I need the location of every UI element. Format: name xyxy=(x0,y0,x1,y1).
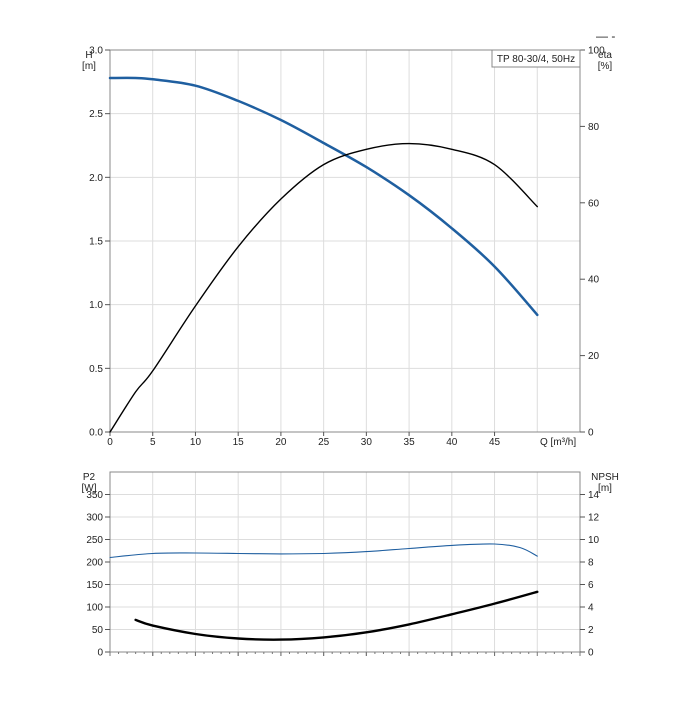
y-left-tick-label: 2.0 xyxy=(89,173,103,184)
x-tick-label: 45 xyxy=(489,437,501,448)
y-right-axis-label: NPSH xyxy=(591,472,619,483)
y-right-tick-label: 12 xyxy=(588,513,600,524)
x-tick-label: 15 xyxy=(233,437,245,448)
y-left-tick-label: 0.5 xyxy=(89,364,103,375)
x-tick-label: 25 xyxy=(318,437,330,448)
x-axis-label: Q [m³/h] xyxy=(540,437,576,448)
y-right-tick-label: 2 xyxy=(588,625,594,636)
x-tick-label: 30 xyxy=(361,437,373,448)
legend-mark: — - xyxy=(596,29,615,43)
y-left-axis-unit: [m] xyxy=(82,61,96,72)
y-left-tick-label: 0 xyxy=(97,648,103,659)
y-left-tick-label: 250 xyxy=(86,535,103,546)
y-left-axis-label: P2 xyxy=(83,472,96,483)
x-tick-label: 0 xyxy=(107,437,113,448)
y-right-tick-label: 80 xyxy=(588,122,600,133)
y-left-axis-unit: [W] xyxy=(82,483,97,494)
y-right-tick-label: 10 xyxy=(588,535,600,546)
x-tick-label: 20 xyxy=(275,437,287,448)
y-left-tick-label: 50 xyxy=(92,625,104,636)
y-right-tick-label: 8 xyxy=(588,558,594,569)
y-right-tick-label: 6 xyxy=(588,580,594,591)
y-right-axis-label: eta xyxy=(598,50,612,61)
x-tick-label: 35 xyxy=(404,437,416,448)
y-right-tick-label: 40 xyxy=(588,275,600,286)
y-right-tick-label: 20 xyxy=(588,351,600,362)
x-tick-label: 10 xyxy=(190,437,202,448)
y-left-tick-label: 300 xyxy=(86,513,103,524)
y-right-tick-label: 60 xyxy=(588,198,600,209)
y-left-tick-label: 200 xyxy=(86,558,103,569)
x-tick-label: 40 xyxy=(446,437,458,448)
y-left-tick-label: 2.5 xyxy=(89,109,103,120)
y-right-tick-label: 0 xyxy=(588,428,594,439)
y-left-tick-label: 150 xyxy=(86,580,103,591)
y-right-tick-label: 0 xyxy=(588,648,594,659)
x-tick-label: 5 xyxy=(150,437,156,448)
chart-title: TP 80-30/4, 50Hz xyxy=(497,54,575,65)
y-right-axis-unit: [m] xyxy=(598,483,612,494)
y-left-tick-label: 1.5 xyxy=(89,237,103,248)
y-left-tick-label: 100 xyxy=(86,603,103,614)
y-right-tick-label: 4 xyxy=(588,603,594,614)
y-left-tick-label: 1.0 xyxy=(89,300,103,311)
y-left-axis-label: H xyxy=(85,50,92,61)
y-left-tick-label: 0.0 xyxy=(89,428,103,439)
y-right-axis-unit: [%] xyxy=(598,61,613,72)
